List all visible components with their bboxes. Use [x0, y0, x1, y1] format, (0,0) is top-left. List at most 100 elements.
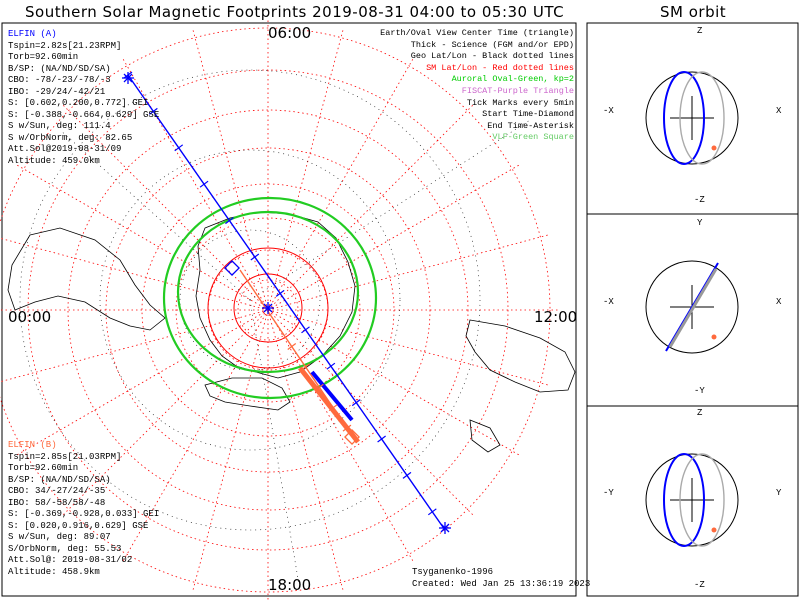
- orbit-b: [668, 268, 718, 348]
- elfin-a-tick: [326, 362, 336, 370]
- model-label: Tsyganenko-1996: [412, 567, 494, 577]
- panel3-right-label: Y: [776, 488, 782, 498]
- elfin-b-line: S w/Sun, deg: 89.07: [8, 532, 111, 542]
- elfin-a-tick: [275, 289, 285, 297]
- elfin-a-start-diamond: [224, 260, 240, 276]
- elfin-a-tick: [149, 107, 158, 115]
- orbit-panels-frame: [586, 22, 799, 597]
- elfin-a-line: S w/Sun, deg: 111.4: [8, 121, 111, 131]
- elfin-b-science-segment: [298, 366, 360, 444]
- sm-grid: [0, 20, 558, 600]
- created-label: Created: Wed Jan 25 13:36:19 2023: [412, 578, 591, 589]
- antarctica-coastline: [195, 211, 356, 379]
- elfin-b-line: S: [-0.369,-0.928,0.033] GEI: [8, 509, 160, 519]
- sm-longitude-line: [192, 309, 269, 591]
- elfin-b-start-diamond: [344, 429, 360, 445]
- panel2-bottom-label: -Y: [694, 386, 705, 396]
- auroral-oval-outer: [162, 196, 378, 400]
- elfin-a-line: Altitude: 459.0km: [8, 155, 100, 166]
- sm-longitude-line: [62, 104, 269, 311]
- satellite-tracks: [122, 71, 451, 534]
- sm-longitude-line: [16, 309, 269, 456]
- elfin-a-tick: [402, 471, 412, 479]
- elfin-a-line: S: [-0.388,-0.664,0.629] GSE: [8, 109, 160, 120]
- credits: Tsyganenko-1996 Created: Wed Jan 25 13:3…: [412, 567, 590, 590]
- panel1-top-label: Z: [697, 26, 703, 36]
- geo-latitude-circle: [19, 69, 481, 531]
- panel2-left-label: -X: [603, 297, 614, 307]
- auroral-ovals: [162, 196, 378, 400]
- elfin-a-line: Tspin=2.82s[21.23RPM]: [8, 40, 122, 51]
- sm-latitude-circle: [175, 217, 361, 403]
- elfin-a-line: B/SP: (NA/ND/SD/SA): [8, 63, 111, 74]
- elfin-a-name: ELFIN (A): [8, 29, 57, 39]
- elfin-a-line: CBO: -78/-23/-78/-3: [8, 75, 111, 85]
- elfin-a-line: Torb=92.60min: [8, 52, 79, 62]
- geo-grid: [19, 69, 531, 591]
- sm-longitude-line: [267, 29, 344, 311]
- sm-orbit-panels: [645, 71, 739, 547]
- elfin-b-tick: [287, 343, 297, 350]
- sm-longitude-line: [267, 309, 520, 456]
- south-america-coastline: [7, 227, 166, 331]
- earth-circle: [645, 71, 739, 165]
- sm-longitude-line: [16, 164, 269, 311]
- elfin-a-tick: [427, 508, 437, 516]
- sm-latitude-circle: [67, 109, 469, 511]
- geo-latitude-circle: [179, 229, 321, 371]
- legend-item: VLF-Green Square: [492, 132, 574, 143]
- elfin-a-line: S w/OrbNorm, deg: 82.65: [8, 132, 133, 143]
- hour-label-right: 12:00: [534, 308, 578, 326]
- elfin-b-line: Torb=92.60min: [8, 463, 79, 473]
- elfin-b-line: Tspin=2.85s[21.03RPM]: [8, 451, 122, 462]
- auroral-oval-inner: [176, 210, 360, 374]
- hour-label-top: 06:00: [268, 24, 312, 42]
- sm-longitude-line: [192, 29, 269, 311]
- panel3-left-label: -Y: [603, 488, 614, 498]
- orbit-b-marker: [711, 334, 717, 340]
- elfin-b-tick: [328, 404, 338, 412]
- legend-item: Geo Lat/Lon - Black dotted lines: [410, 51, 574, 62]
- panel3-bottom-label: -Z: [694, 580, 705, 590]
- figure-title: Southern Solar Magnetic Footprints 2019-…: [25, 3, 565, 21]
- orbit-b: [679, 453, 725, 547]
- panel1-bottom-label: -Z: [694, 195, 705, 205]
- geo-latitude-circle: [99, 149, 401, 451]
- legend-item: End Time-Asterisk: [487, 120, 574, 131]
- elfin-b-line: B/SP: (NA/ND/SD/SA): [8, 474, 111, 485]
- legend-item: Tick Marks every 5min: [466, 97, 574, 108]
- panel2-top-label: Y: [697, 218, 703, 228]
- elfin-a-tick: [301, 326, 310, 334]
- elfin-a-tick: [199, 180, 209, 188]
- elfin-b-tick: [301, 363, 310, 371]
- sm-longitude-line: [267, 234, 549, 311]
- islands: [469, 419, 501, 453]
- legend-item: Start Time-Diamond: [482, 109, 574, 120]
- elfin-b-line: S: [0.020,0.916,0.629] GSE: [8, 520, 149, 531]
- orbit-b: [679, 71, 725, 165]
- sm-longitude-line: [122, 309, 269, 562]
- sm-longitude-line: [267, 309, 344, 591]
- hour-label-left: 00:00: [8, 308, 52, 326]
- legend-item: FISCAT-Purple Triangle: [461, 85, 574, 96]
- sm-longitude-line: [62, 309, 269, 516]
- elfin-b-line: S/OrbNorm, deg: 55.53: [8, 543, 122, 554]
- elfin-a-tick: [377, 435, 386, 443]
- elfin-b-line: Altitude: 458.9km: [8, 566, 100, 577]
- panel1-right-label: X: [776, 106, 782, 116]
- panel2-right-label: X: [776, 297, 782, 307]
- elfin-a-science-segment: [310, 370, 354, 422]
- sm-longitude-line: [267, 309, 414, 562]
- sm-latitude-circle: [237, 279, 299, 341]
- pole-asterisk: [263, 303, 273, 313]
- orbit-title: SM orbit: [660, 3, 727, 21]
- legend-item: Earth/Oval View Center Time (triangle): [380, 28, 574, 38]
- orbit-a: [663, 453, 705, 547]
- australia-coastline: [465, 319, 576, 393]
- elfin-a-track: [127, 74, 446, 531]
- elfin-a-tick: [174, 144, 184, 152]
- map-frame: [1, 22, 577, 597]
- sm-longitude-line: [267, 309, 549, 386]
